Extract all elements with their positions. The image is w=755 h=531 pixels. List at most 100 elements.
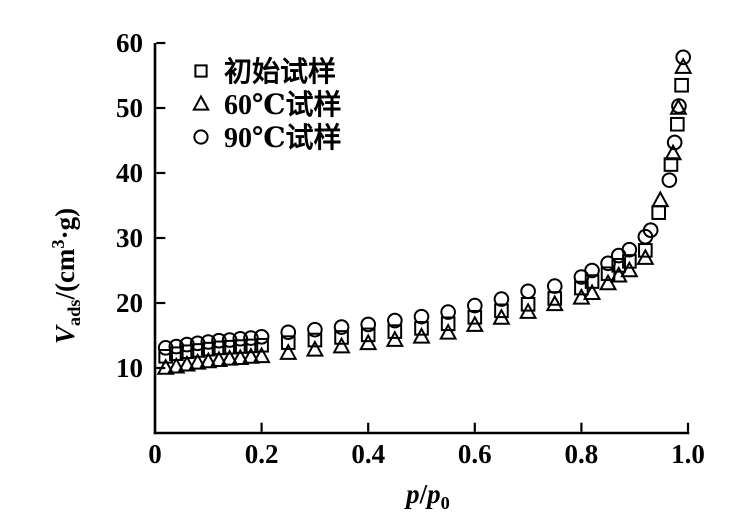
data-point-circle [157, 340, 174, 356]
data-point-circle [168, 338, 185, 355]
legend-marker-square [194, 64, 208, 78]
data-point-triangle [598, 273, 618, 291]
x-tick-label: 0.2 [245, 439, 279, 469]
legend-label: 初始试样 [224, 55, 336, 88]
data-point-circle [493, 291, 510, 307]
data-point-square [360, 327, 376, 343]
data-point-triangle [199, 351, 218, 369]
data-point-circle [600, 255, 616, 272]
y-tick-label: 10 [116, 353, 143, 383]
data-point-circle [520, 283, 536, 300]
data-point-circle [333, 319, 350, 335]
y-tick-label: 30 [116, 223, 143, 253]
y-tick-label: 60 [116, 28, 143, 58]
data-point-circle [179, 336, 195, 353]
data-point-circle [387, 312, 403, 329]
data-point-square [387, 324, 403, 339]
data-point-square [414, 321, 429, 336]
data-point-circle [584, 262, 600, 279]
y-tick-label: 20 [116, 288, 143, 318]
data-point-triangle [359, 333, 378, 351]
x-tick-label: 1.0 [671, 439, 705, 469]
x-axis-title: p/p0​ [404, 479, 450, 513]
x-tick-label: 0 [148, 439, 162, 469]
legend-marker-triangle [192, 94, 210, 111]
data-point-circle [642, 222, 659, 238]
data-point-triangle [545, 294, 564, 312]
data-point-square [307, 332, 323, 348]
data-point-triangle [188, 352, 207, 370]
data-point-triangle [231, 348, 250, 366]
data-point-triangle [412, 326, 431, 344]
data-point-circle [467, 297, 483, 314]
data-point-circle [440, 304, 456, 320]
data-point-circle [243, 330, 259, 346]
data-point-triangle [492, 308, 511, 325]
data-point-triangle [177, 354, 197, 372]
data-point-circle [211, 332, 227, 349]
data-point-circle [661, 172, 678, 188]
data-point-square [600, 266, 616, 282]
series-90c-sample [157, 49, 692, 356]
data-point-triangle [241, 347, 261, 364]
data-point-square [663, 157, 679, 172]
data-point-triangle [385, 330, 404, 347]
data-point-triangle [209, 350, 229, 367]
data-point-circle [546, 278, 563, 294]
data-point-circle [675, 49, 692, 66]
y-tick-label: 50 [116, 93, 143, 123]
data-point-circle [671, 98, 687, 114]
data-point-triangle [663, 143, 683, 161]
data-point-circle [360, 316, 377, 333]
data-point-circle [621, 241, 638, 258]
data-point-circle [189, 335, 206, 352]
data-point-square [254, 337, 269, 353]
data-point-square [232, 339, 248, 354]
data-point-triangle [582, 283, 602, 301]
data-point-square [494, 303, 509, 319]
data-point-square [467, 310, 483, 325]
data-point-triangle [279, 343, 298, 360]
data-point-circle [221, 332, 238, 348]
data-point-circle [200, 334, 217, 350]
data-point-square [334, 330, 349, 345]
data-point-circle [666, 134, 683, 151]
x-tick-label: 0.4 [351, 439, 385, 469]
legend-marker-circle [193, 129, 209, 145]
x-tick-label: 0.6 [458, 439, 492, 469]
data-point-triangle [305, 339, 324, 357]
data-point-square [611, 258, 627, 273]
data-point-triangle [167, 356, 186, 374]
data-point-triangle [465, 315, 484, 332]
data-point-circle [253, 329, 270, 345]
data-point-circle [307, 321, 323, 338]
data-point-triangle [651, 190, 670, 208]
y-tick-label: 40 [116, 158, 143, 188]
data-point-circle [413, 308, 430, 325]
data-point-square [670, 116, 685, 132]
data-point-square [674, 77, 689, 93]
data-point-triangle [220, 349, 239, 366]
data-point-circle [280, 324, 297, 341]
data-point-triangle [439, 323, 458, 340]
legend-label: 60℃试样 [224, 88, 342, 121]
series-initial-sample [158, 77, 689, 364]
data-point-triangle [519, 302, 538, 319]
data-point-circle [232, 330, 249, 347]
x-tick-label: 0.8 [565, 439, 599, 469]
data-point-square [243, 338, 259, 354]
data-point-square [280, 335, 296, 350]
data-point-square [222, 339, 237, 355]
data-point-triangle [674, 57, 693, 74]
data-point-triangle [332, 336, 351, 354]
data-point-square [440, 316, 456, 332]
data-point-triangle [620, 260, 639, 278]
data-point-triangle [636, 248, 655, 265]
y-axis-title: Vads​/(cm3​·g) [48, 208, 84, 344]
data-point-square [158, 349, 173, 364]
data-point-triangle [252, 346, 271, 364]
data-point-triangle [156, 358, 175, 375]
